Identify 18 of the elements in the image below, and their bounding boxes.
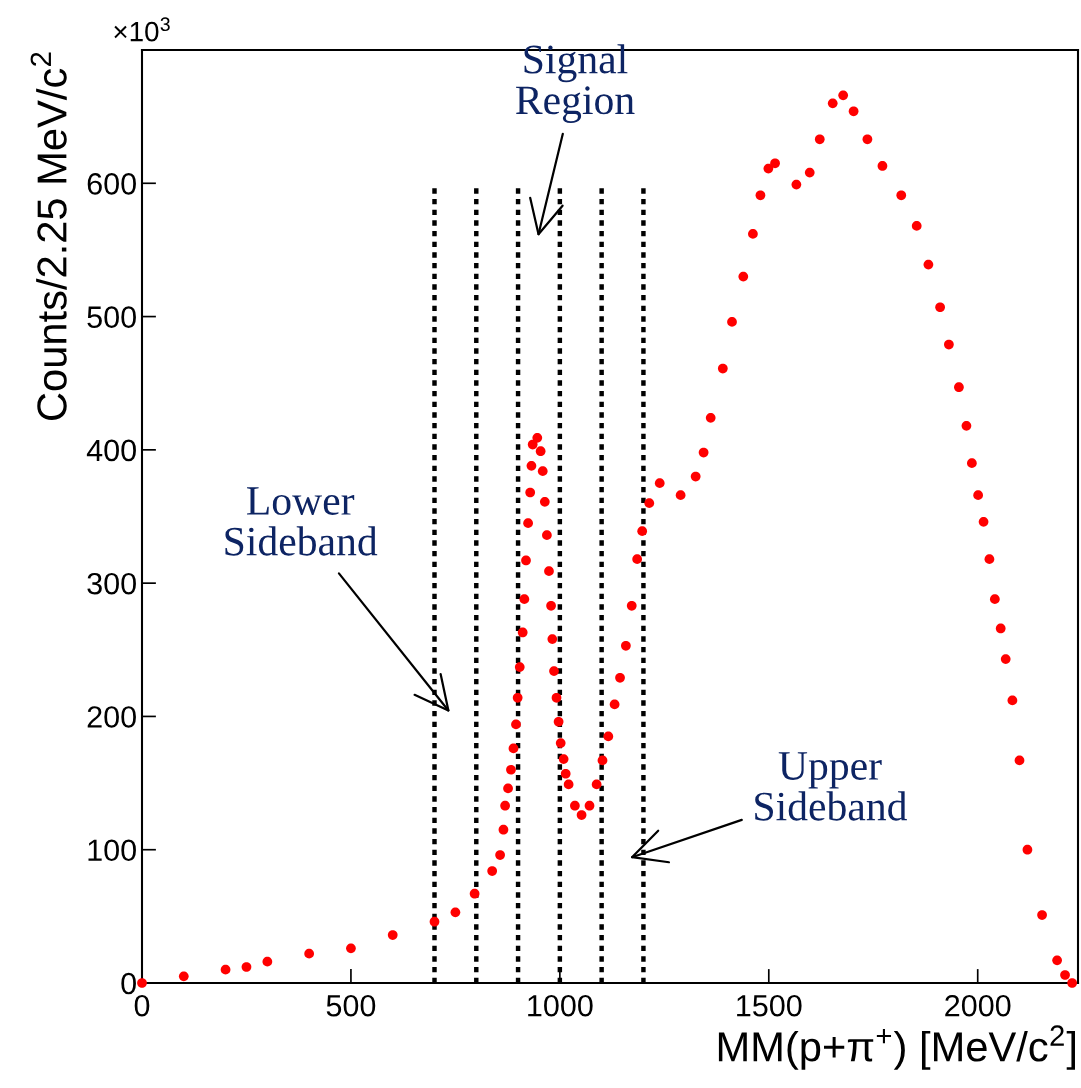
y-tick-label: 200 [87,706,136,728]
y-tick-label: 300 [87,572,136,595]
annotation: Upper Sideband [755,752,907,821]
x-tick-label: 1500 [737,994,802,1017]
y-tick-label: 500 [87,306,136,328]
y-tick-label: 100 [88,839,136,862]
text: ×10$^{3}$ [114,17,170,42]
x-tick-label: 2000 [945,994,1011,1017]
annotation: Lower Sideband [225,487,378,556]
x-tick-label: 0 [134,994,150,1017]
annotation: Signal Region [516,44,635,123]
x-tick-label: 500 [326,994,376,1017]
y-tick-label: 0 [121,972,136,995]
x-axis-title: MM(p+π$^{+}$) [MeV/c$^{2}$] [718,1025,1075,1070]
y-axis-title: Counts/2.25 MeV/c$^{2}$ [30,52,67,420]
x-tick-label: 1000 [528,994,593,1017]
y-tick-label: 600 [87,173,136,195]
y-tick-label: 400 [86,439,136,462]
